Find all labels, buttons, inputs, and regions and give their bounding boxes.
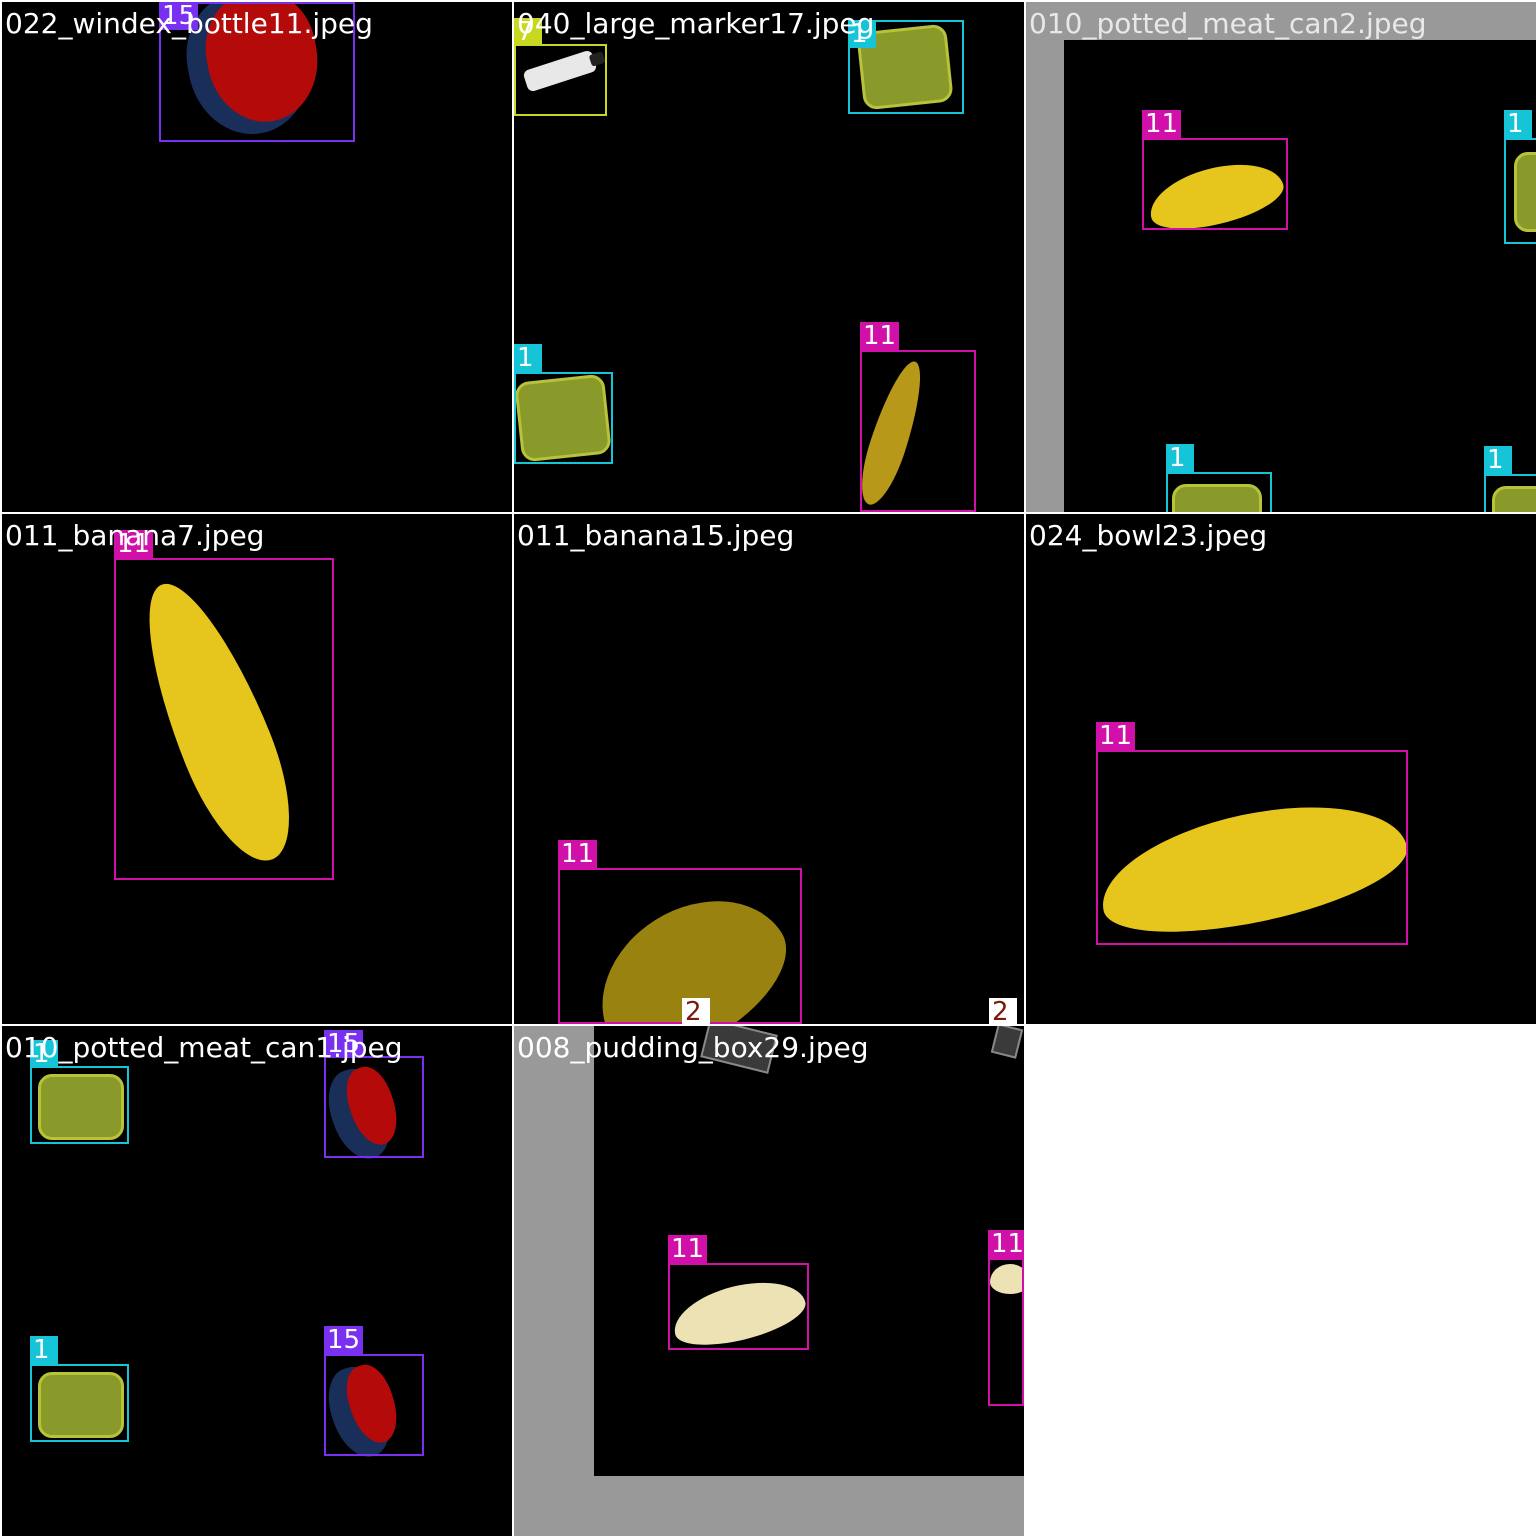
bbox-label: 15 (159, 2, 199, 30)
bbox-class-11[interactable]: 11 (668, 1235, 809, 1350)
padding-area (514, 1476, 1024, 1536)
bbox-class-11[interactable]: 11 (860, 322, 976, 512)
meat-can-image (38, 1074, 124, 1140)
bbox-label: 11 (1142, 110, 1182, 138)
bbox-class-15[interactable]: 15 (159, 2, 355, 142)
image-tile-banana15[interactable]: 011_banana15.jpeg 11 2 2 (514, 514, 1024, 1024)
banana-image (990, 1264, 1024, 1294)
tile-title: 022_windex_bottle11.jpeg (5, 7, 373, 40)
bbox-class-1[interactable]: 1 (1166, 444, 1272, 512)
bbox-class-11[interactable]: 11 (114, 530, 334, 880)
image-tile-potted-meat-can2[interactable]: 010_potted_meat_can2.jpeg 11 1 1 1 (1026, 2, 1536, 512)
bbox-class-11[interactable]: 11 (558, 840, 802, 1024)
bbox-class-15[interactable]: 15 (324, 1030, 424, 1158)
image-tile-pudding-box29[interactable]: 008_pudding_box29.jpeg 11 11 (514, 1026, 1024, 1536)
bbox-label: 11 (558, 840, 598, 868)
image-tile-potted-meat-can1[interactable]: 010_potted_meat_can1.jpeg 1 15 1 15 (2, 1026, 512, 1536)
image-tile-windex-bottle11[interactable]: 022_windex_bottle11.jpeg 15 (2, 2, 512, 512)
bbox-label: 1 (848, 20, 876, 48)
meat-can-image (1172, 484, 1262, 512)
padding-area (1026, 2, 1536, 40)
padding-area (1026, 2, 1064, 512)
bbox-label: 15 (324, 1326, 364, 1354)
image-tile-large-marker17[interactable]: 040_large_marker17.jpeg 7 1 1 11 (514, 2, 1024, 512)
tile-title: 011_banana15.jpeg (517, 519, 795, 552)
bbox-label: 11 (114, 530, 154, 558)
bbox-label: 7 (514, 18, 542, 46)
bbox-label: 2 (682, 998, 710, 1024)
bbox-class-11[interactable]: 11 (988, 1230, 1024, 1406)
tile-title: 008_pudding_box29.jpeg (517, 1031, 869, 1064)
bbox-class-1[interactable]: 1 (1484, 446, 1536, 512)
tile-title: 010_potted_meat_can2.jpeg (1029, 7, 1427, 40)
bbox-class-1[interactable]: 1 (30, 1040, 129, 1144)
tile-title: 024_bowl23.jpeg (1029, 519, 1268, 552)
bbox-class-11[interactable]: 11 (1142, 110, 1288, 230)
image-tile-banana7[interactable]: 011_banana7.jpeg 11 (2, 514, 512, 1024)
meat-can-image (1492, 486, 1536, 512)
meat-can-image (38, 1372, 124, 1438)
meat-can-image (1514, 152, 1536, 232)
bbox-class-1[interactable]: 1 (30, 1336, 129, 1442)
tile-title: 040_large_marker17.jpeg (517, 7, 875, 40)
bbox-label: 1 (30, 1040, 58, 1068)
bbox-class-11[interactable]: 11 (1096, 722, 1408, 945)
bbox-label: 1 (1484, 446, 1512, 474)
bbox-label: 15 (324, 1030, 364, 1058)
bbox-label: 2 (989, 998, 1017, 1024)
tile-title: 011_banana7.jpeg (5, 519, 265, 552)
pudding-box-image (990, 1026, 1024, 1059)
tile-title: 010_potted_meat_can1.jpeg (5, 1031, 403, 1064)
bbox-label: 11 (988, 1230, 1024, 1258)
bbox-label: 1 (30, 1336, 58, 1364)
padding-area (514, 1026, 594, 1536)
bbox-label: 1 (514, 344, 542, 372)
bbox-class-1[interactable]: 1 (1504, 110, 1536, 244)
bbox-label: 1 (1504, 110, 1532, 138)
image-tile-bowl23[interactable]: 024_bowl23.jpeg 11 (1026, 514, 1536, 1024)
bbox-label: 11 (668, 1235, 708, 1263)
bbox-label: 11 (860, 322, 900, 350)
bbox-class-1[interactable]: 1 (514, 344, 613, 464)
bbox-class-15[interactable]: 15 (324, 1326, 424, 1456)
bbox-label: 1 (1166, 444, 1194, 472)
bbox-class-7[interactable]: 7 (514, 18, 607, 116)
bbox-class-1[interactable]: 1 (848, 20, 964, 114)
bbox-label: 11 (1096, 722, 1136, 750)
